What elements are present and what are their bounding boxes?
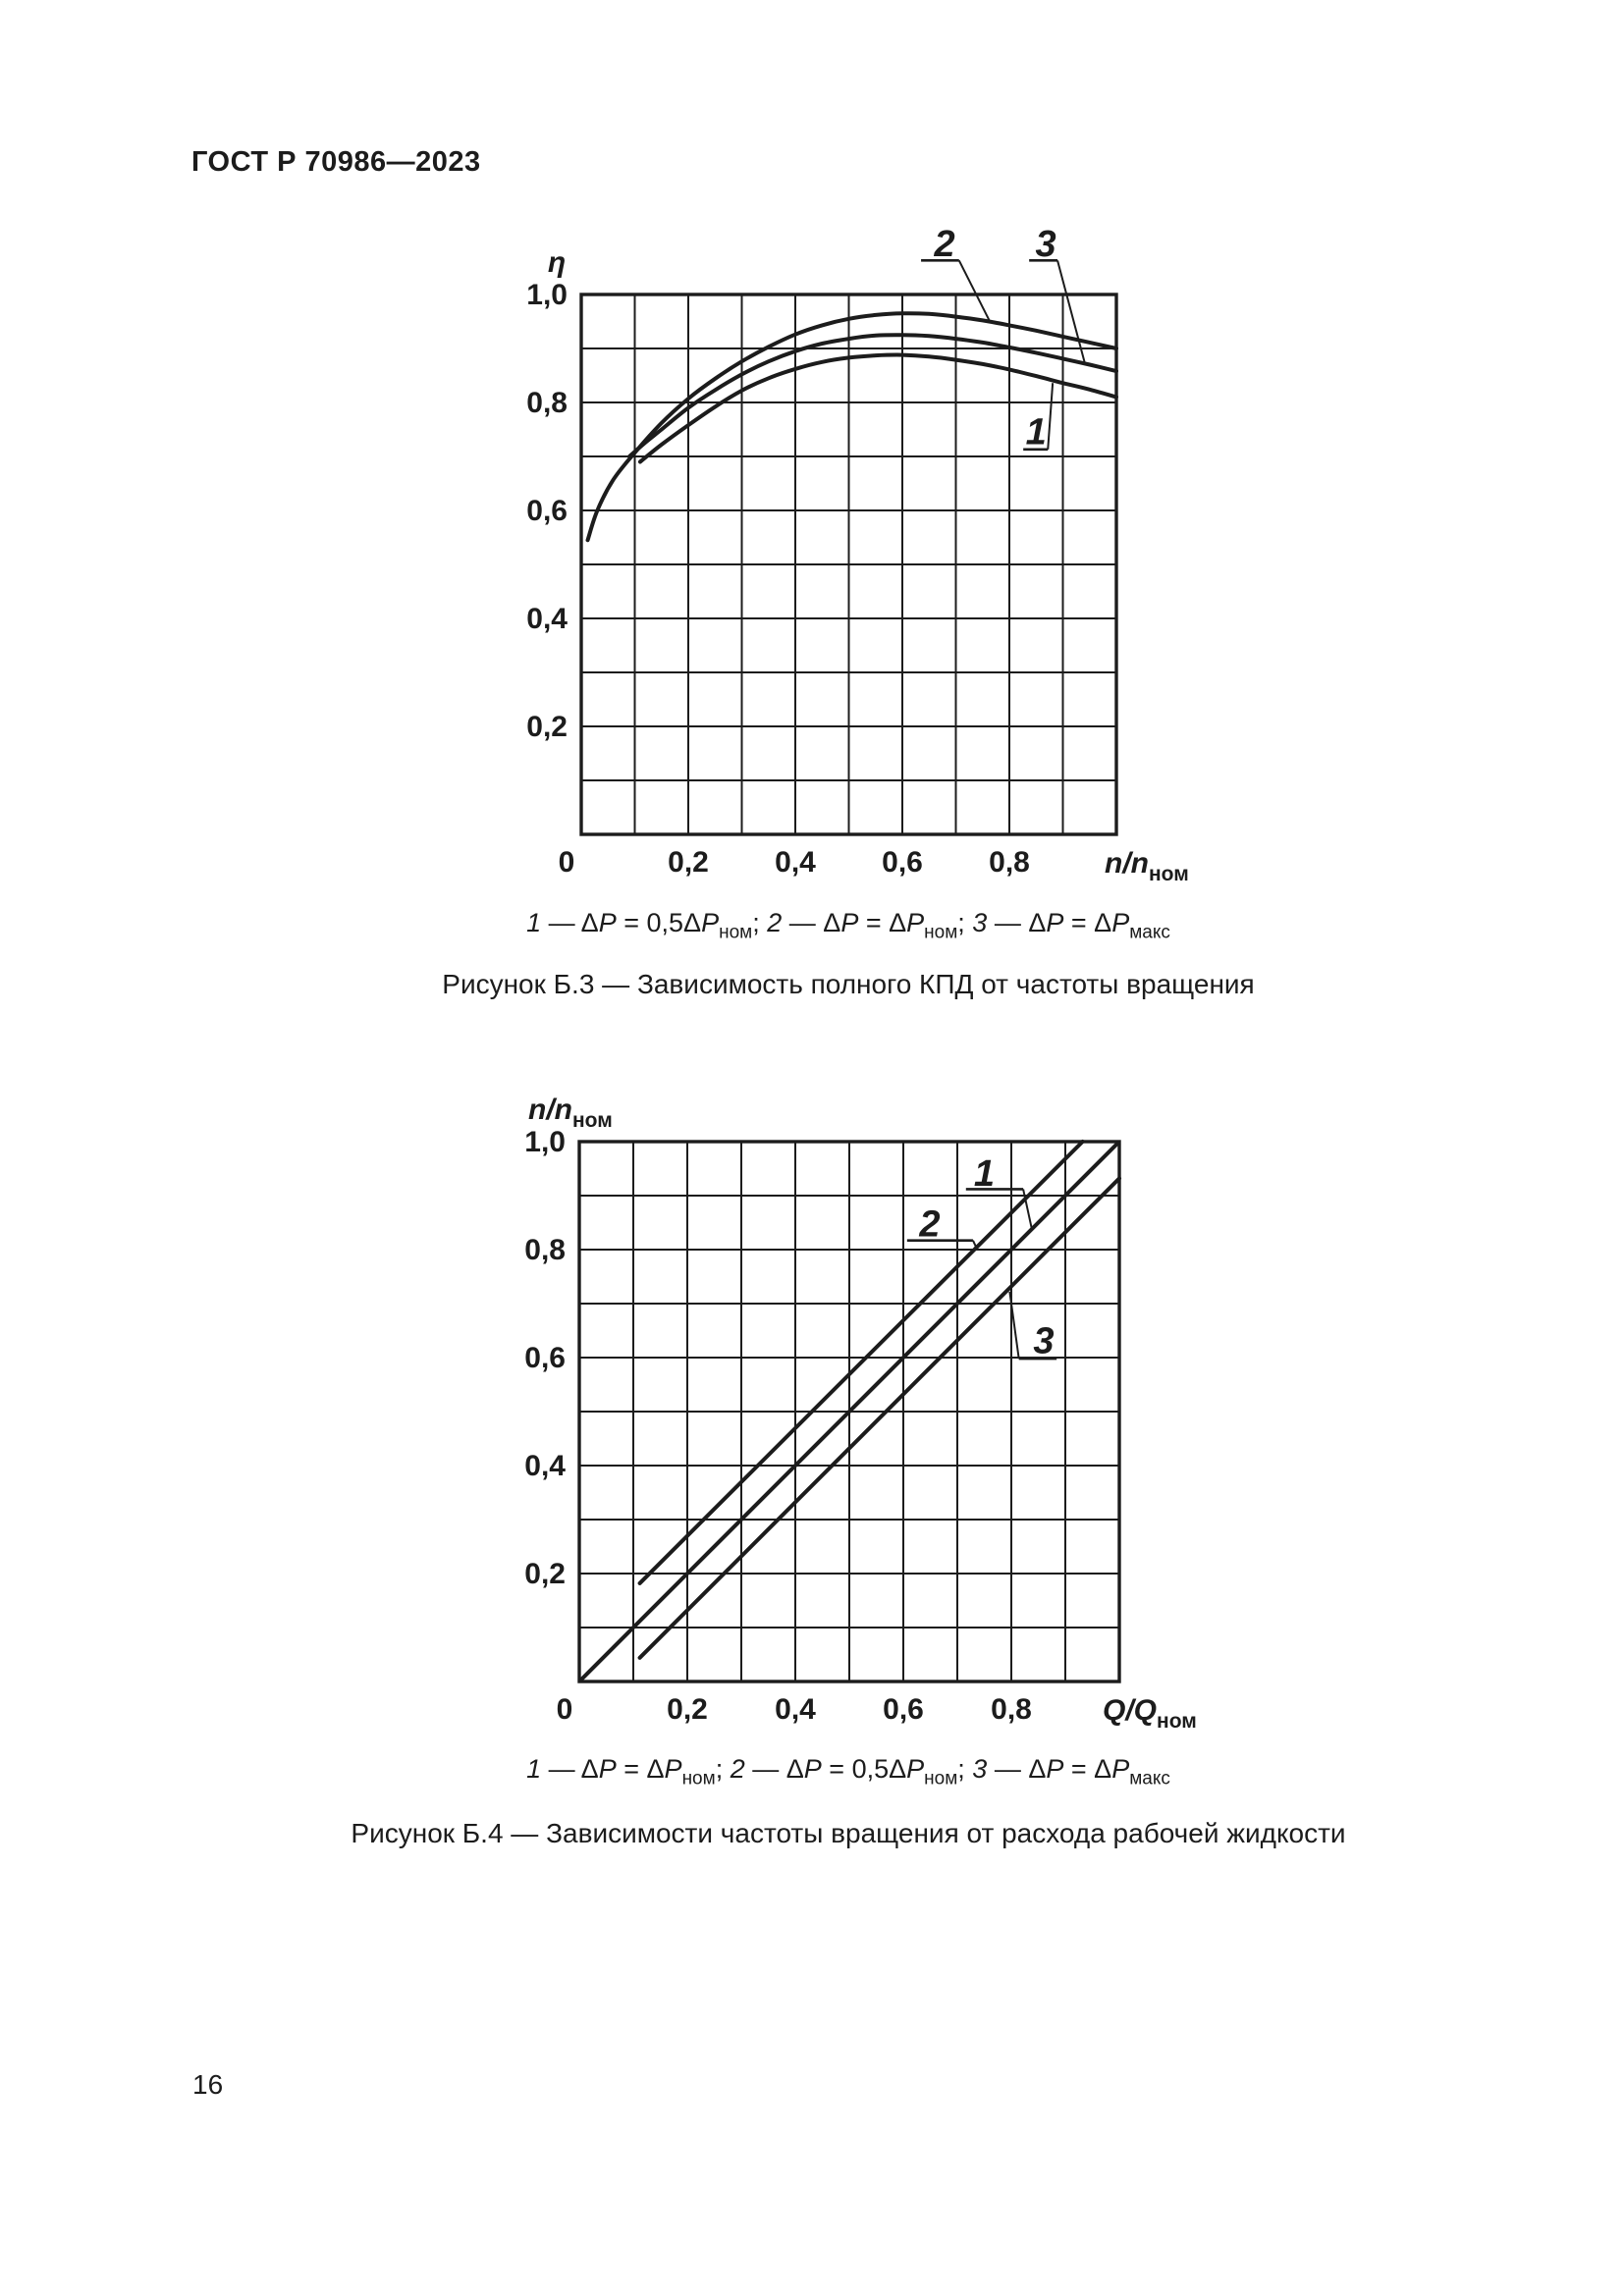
curve-label-1: 1	[974, 1153, 995, 1195]
x-tick-label: 0,8	[989, 846, 1030, 879]
y-tick-label: 1,0	[526, 279, 568, 311]
x-tick-label: 0,2	[668, 846, 709, 879]
legend-item: 1 — ΔP = 0,5ΔPном	[526, 908, 753, 943]
legend-item: 1 — ΔP = ΔPном	[526, 1754, 716, 1789]
y-tick-label: 0,8	[524, 1234, 566, 1266]
y-tick-label: 0,6	[524, 1342, 566, 1374]
curve-label-leader	[972, 1240, 979, 1251]
figure-b3-legend: 1 — ΔP = 0,5ΔPном; 2 — ΔP = ΔPном; 3 — Δ…	[526, 908, 1170, 943]
x-tick-label: 0,2	[667, 1693, 708, 1726]
axis-title: η	[548, 246, 566, 279]
y-tick-label: 0,4	[524, 1450, 566, 1482]
curve-label-1: 1	[1026, 411, 1047, 453]
curve-label-3: 3	[1033, 1321, 1054, 1362]
curve-label-leader	[1056, 260, 1086, 364]
x-tick-label: 0,4	[775, 846, 816, 879]
x-tick-label: 0	[557, 1693, 573, 1726]
y-tick-label: 0,4	[526, 603, 568, 635]
x-tick-label: 0,4	[775, 1693, 816, 1726]
curve-label-2: 2	[918, 1204, 940, 1246]
y-tick-label: 0,2	[526, 711, 568, 743]
y-tick-label: 0,6	[526, 495, 568, 527]
x-tick-label: 0,8	[991, 1693, 1032, 1726]
plot-border	[577, 1140, 1121, 1683]
x-tick-label: 0,6	[882, 846, 923, 879]
legend-item: 3 — ΔP = ΔPмакс	[972, 908, 1170, 943]
curve-label-leader	[1047, 383, 1055, 450]
document-header: ГОСТ Р 70986—2023	[191, 146, 481, 178]
legend-item: 2 — ΔP = ΔPном	[767, 908, 958, 943]
curve-1	[637, 352, 1118, 464]
curve-label-leader	[1008, 1291, 1020, 1360]
plot-border	[579, 293, 1118, 836]
x-tick-label: 0	[559, 846, 575, 879]
figure-b3-chart: 2 3 1 0 0,2 0,4 0,6 0,8 1,0 0,8 0,6 0,4 0,2 n/nном η	[526, 224, 1189, 885]
figure-b3-caption: Рисунок Б.3 — Зависимость полного КПД от…	[442, 969, 1255, 999]
curve-label-2: 2	[933, 224, 954, 265]
curve-label-3: 3	[1035, 224, 1056, 265]
y-tick-label: 0,2	[524, 1558, 566, 1590]
axis-title: n/nном	[528, 1094, 613, 1132]
curve-label-leader	[1022, 1189, 1033, 1230]
legend-item: 2 — ΔP = 0,5ΔPном	[730, 1754, 958, 1789]
axis-title: n/nном	[1105, 847, 1189, 885]
axis-title: Q/Qном	[1103, 1694, 1197, 1733]
figure-b4-legend: 1 — ΔP = ΔPном; 2 — ΔP = 0,5ΔPном; 3 — Δ…	[526, 1754, 1170, 1789]
y-tick-label: 0,8	[526, 387, 568, 419]
y-tick-label: 1,0	[524, 1126, 566, 1158]
curve-2	[637, 1140, 1085, 1585]
curve-1	[578, 1141, 1120, 1682]
legend-item: 3 — ΔP = ΔPмакс	[972, 1754, 1170, 1789]
page-number: 16	[192, 2069, 224, 2100]
figure-b4-chart: 12 3 0 0,2 0,4 0,6 0,8 1,0 0,8 0,6 0,4 0,2 Q/Qном n/n…	[524, 1094, 1197, 1733]
curve-2	[585, 311, 1118, 543]
x-tick-label: 0,6	[883, 1693, 924, 1726]
figure-b4-caption: Рисунок Б.4 — Зависимости частоты вращен…	[351, 1818, 1346, 1848]
curve-label-leader	[957, 259, 991, 322]
curve-3	[627, 333, 1118, 458]
curve-3	[637, 1176, 1121, 1660]
